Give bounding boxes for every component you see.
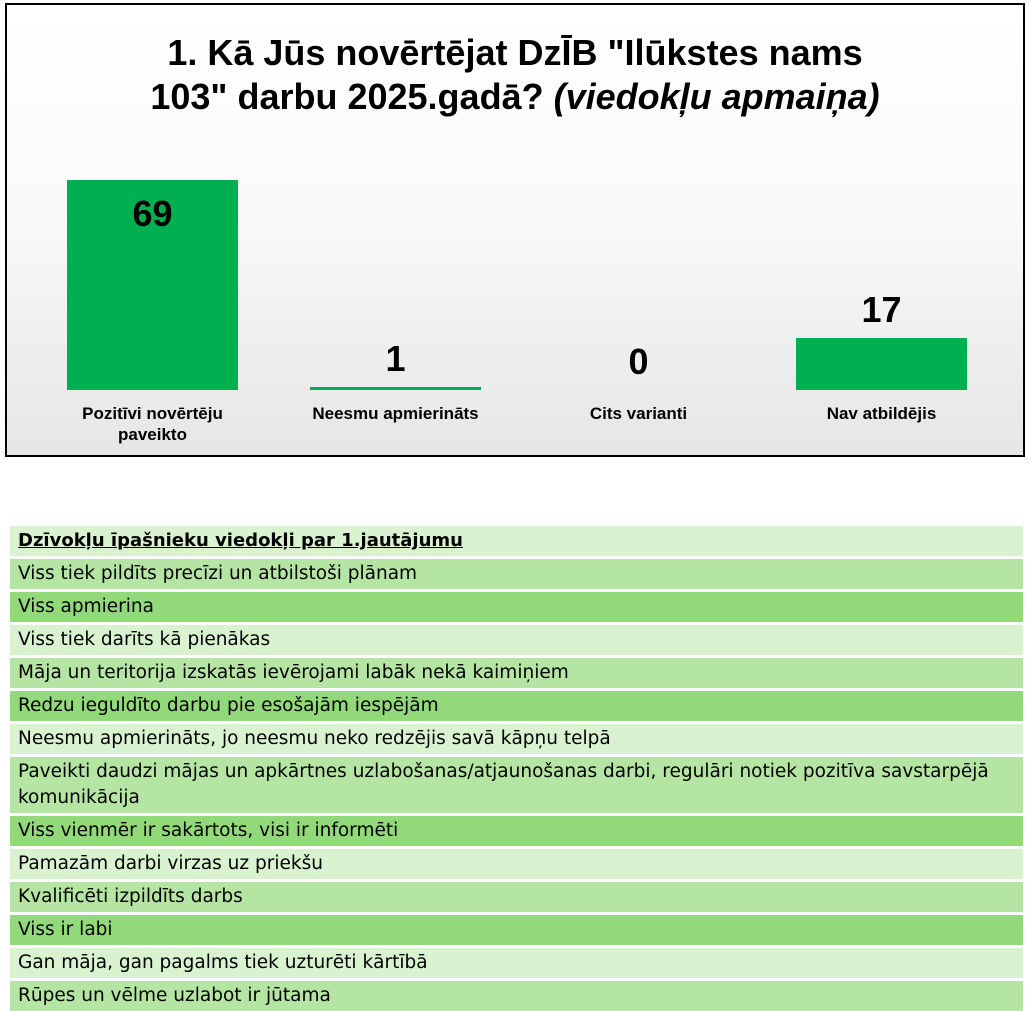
table-row: Rūpes un vēlme uzlabot ir jūtama bbox=[10, 980, 1023, 1011]
opinions-table-body: Dzīvokļu īpašnieku viedokļi par 1.jautāj… bbox=[10, 525, 1023, 1011]
table-row: Neesmu apmierināts, jo neesmu neko redzē… bbox=[10, 723, 1023, 756]
opinion-text: Viss apmierina bbox=[10, 591, 1023, 624]
opinion-text: Redzu ieguldīto darbu pie esošajām iespē… bbox=[10, 690, 1023, 723]
table-row: Viss apmierina bbox=[10, 591, 1023, 624]
table-row: Kvalificēti izpildīts darbs bbox=[10, 881, 1023, 914]
opinion-text: Viss tiek pildīts precīzi un atbilstoši … bbox=[10, 558, 1023, 591]
table-row: Māja un teritorija izskatās ievērojami l… bbox=[10, 657, 1023, 690]
table-header-row: Dzīvokļu īpašnieku viedokļi par 1.jautāj… bbox=[10, 525, 1023, 558]
bar-value-label-1: 69 bbox=[53, 194, 253, 234]
chart-frame: 1. Kā Jūs novērtējat DzĪB "Ilūkstes nams… bbox=[5, 3, 1025, 457]
opinion-text: Viss vienmēr ir sakārtots, visi ir infor… bbox=[10, 815, 1023, 848]
category-label-1: Pozitīvi novērtēju paveikto bbox=[63, 403, 243, 445]
opinion-text: Paveikti daudzi mājas un apkārtnes uzlab… bbox=[10, 756, 1023, 815]
bar-4 bbox=[796, 338, 967, 390]
category-label-4: Nav atbildējis bbox=[767, 403, 997, 424]
table-row: Redzu ieguldīto darbu pie esošajām iespē… bbox=[10, 690, 1023, 723]
bar-value-label-2: 1 bbox=[296, 339, 496, 379]
table-row: Pamazām darbi virzas uz priekšu bbox=[10, 848, 1023, 881]
opinion-text: Rūpes un vēlme uzlabot ir jūtama bbox=[10, 980, 1023, 1011]
table-row: Paveikti daudzi mājas un apkārtnes uzlab… bbox=[10, 756, 1023, 815]
table-row: Viss ir labi bbox=[10, 914, 1023, 947]
bar-value-label-3: 0 bbox=[539, 342, 739, 382]
opinion-text: Pamazām darbi virzas uz priekšu bbox=[10, 848, 1023, 881]
table-row: Gan māja, gan pagalms tiek uzturēti kārt… bbox=[10, 947, 1023, 980]
opinion-text: Gan māja, gan pagalms tiek uzturēti kārt… bbox=[10, 947, 1023, 980]
category-label-3: Cits varianti bbox=[524, 403, 754, 424]
category-label-2: Neesmu apmierināts bbox=[281, 403, 511, 424]
opinion-text: Kvalificēti izpildīts darbs bbox=[10, 881, 1023, 914]
opinions-table: Dzīvokļu īpašnieku viedokļi par 1.jautāj… bbox=[10, 523, 1023, 1011]
opinion-text: Viss ir labi bbox=[10, 914, 1023, 947]
bar-value-label-4: 17 bbox=[782, 290, 982, 330]
bar-2 bbox=[310, 387, 481, 390]
opinion-text: Neesmu apmierināts, jo neesmu neko redzē… bbox=[10, 723, 1023, 756]
table-row: Viss vienmēr ir sakārtots, visi ir infor… bbox=[10, 815, 1023, 848]
opinion-text: Māja un teritorija izskatās ievērojami l… bbox=[10, 657, 1023, 690]
table-row: Viss tiek darīts kā pienākas bbox=[10, 624, 1023, 657]
table-header: Dzīvokļu īpašnieku viedokļi par 1.jautāj… bbox=[10, 525, 1023, 558]
opinion-text: Viss tiek darīts kā pienākas bbox=[10, 624, 1023, 657]
table-row: Viss tiek pildīts precīzi un atbilstoši … bbox=[10, 558, 1023, 591]
